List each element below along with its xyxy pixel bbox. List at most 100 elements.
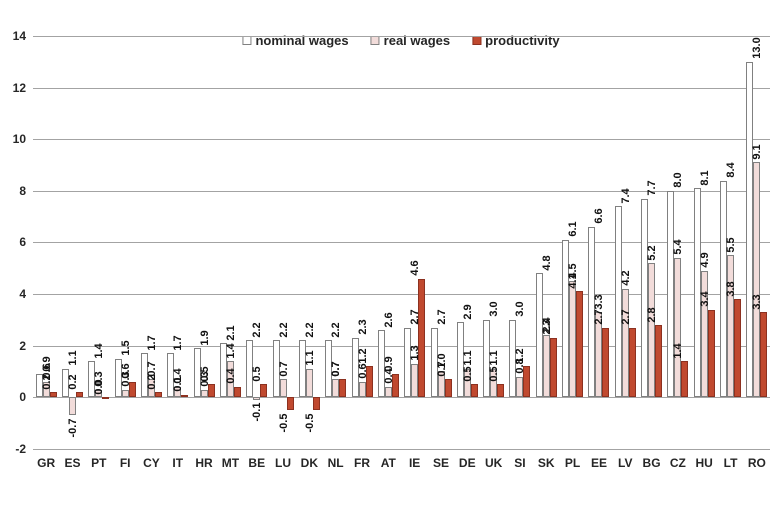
bar-real-wages-GR — [42, 381, 50, 398]
value-label-real-wages-LV: 4.2 — [619, 270, 632, 286]
bar-real-wages-LV — [621, 288, 629, 398]
bar-productivity-BE — [260, 384, 268, 398]
value-label-nominal-wages-RO: 13.0 — [751, 37, 764, 60]
bar-nominal-wages-SI — [509, 319, 517, 398]
x-category-label-NL: NL — [327, 456, 344, 470]
bar-nominal-wages-LT — [720, 180, 727, 398]
bar-real-wages-IE — [411, 363, 419, 398]
value-label-productivity-HR: 0.5 — [198, 366, 211, 382]
plot-area: 0.9 0.6 0.2 1.1 -0.7 0.2 1.4 0.3 0.0 1.5 0.3 0.6 1.7… — [33, 36, 770, 450]
gridline-y-4 — [33, 294, 770, 295]
gridline-y-0 — [33, 397, 770, 399]
value-label-real-wages-BG: 5.2 — [646, 244, 659, 261]
gridline-y-14 — [33, 36, 770, 37]
x-category-label-BE: BE — [248, 456, 266, 470]
bar-productivity-UK — [497, 384, 505, 398]
x-category-label-ES: ES — [64, 456, 81, 470]
bar-productivity-DK — [312, 397, 320, 411]
x-category-label-SI: SI — [514, 456, 526, 470]
bar-real-wages-RO — [753, 162, 761, 398]
bar-productivity-BG — [655, 325, 663, 398]
value-label-productivity-PL: 4.1 — [567, 273, 580, 289]
bar-real-wages-PT — [95, 389, 103, 398]
bar-productivity-LV — [628, 327, 636, 398]
bar-productivity-IT — [181, 394, 189, 398]
bar-real-wages-SE — [437, 371, 445, 398]
bar-nominal-wages-NL — [325, 340, 333, 398]
x-category-label-BG: BG — [642, 456, 661, 470]
y-tick-label-0: 0 — [19, 390, 26, 405]
bar-productivity-SI — [523, 366, 531, 398]
bar-nominal-wages-EE — [588, 226, 596, 398]
value-label-real-wages-EE: 3.3 — [593, 293, 606, 310]
value-label-nominal-wages-HR: 1.9 — [198, 330, 211, 346]
value-label-nominal-wages-LT: 8.4 — [725, 162, 737, 178]
bar-productivity-HR — [207, 384, 215, 398]
bar-nominal-wages-CY — [140, 353, 148, 398]
bar-real-wages-FI — [121, 389, 129, 398]
y-tick-label-4: 4 — [19, 287, 26, 301]
bar-nominal-wages-LV — [614, 206, 622, 398]
value-label-real-wages-RO: 9.1 — [751, 144, 764, 160]
bar-real-wages-LT — [727, 255, 734, 398]
gridline-y-10 — [33, 139, 770, 141]
value-label-nominal-wages-CY: 1.7 — [145, 335, 158, 351]
value-label-productivity-GR: 0.2 — [40, 373, 53, 390]
bar-nominal-wages-DE — [456, 322, 464, 398]
x-category-label-DE: DE — [458, 456, 476, 470]
bar-real-wages-EE — [595, 312, 603, 398]
value-label-nominal-wages-DE: 2.9 — [461, 304, 474, 320]
bar-real-wages-CZ — [674, 257, 682, 398]
x-category-label-FI: FI — [119, 456, 131, 470]
bar-productivity-DE — [470, 384, 478, 398]
y-tick-label--2: -2 — [15, 441, 26, 456]
value-label-productivity-BG: 2.8 — [646, 306, 659, 323]
value-label-productivity-ES: 0.2 — [67, 373, 79, 390]
gridline-y-12 — [33, 87, 770, 89]
gridline-y-6 — [33, 242, 770, 244]
x-category-label-GR: GR — [37, 456, 56, 470]
bar-nominal-wages-IE — [404, 327, 412, 398]
bar-real-wages-ES — [69, 397, 76, 416]
bar-real-wages-AT — [384, 386, 392, 398]
bar-nominal-wages-HR — [193, 348, 201, 398]
value-label-productivity-LV: 2.7 — [619, 309, 632, 325]
value-label-nominal-wages-SK: 4.8 — [540, 255, 553, 271]
bar-nominal-wages-BG — [641, 198, 649, 398]
bar-nominal-wages-FI — [114, 358, 122, 398]
value-label-nominal-wages-BE: 2.2 — [251, 322, 264, 338]
value-label-nominal-wages-FR: 2.3 — [356, 319, 369, 336]
x-category-label-LV: LV — [618, 456, 633, 470]
value-label-real-wages-BE: -0.1 — [251, 402, 264, 422]
value-label-productivity-SE: 0.7 — [435, 360, 448, 377]
value-label-nominal-wages-IT: 1.7 — [172, 335, 185, 351]
x-category-label-CZ: CZ — [669, 456, 686, 470]
gridline-y--2 — [33, 448, 770, 450]
value-label-nominal-wages-PL: 6.1 — [567, 221, 580, 237]
x-category-label-HR: HR — [195, 456, 213, 470]
value-label-nominal-wages-BG: 7.7 — [646, 180, 659, 196]
x-category-label-LU: LU — [275, 456, 292, 470]
x-category-label-SE: SE — [432, 456, 449, 470]
value-label-productivity-DE: 0.5 — [461, 366, 474, 382]
bar-productivity-SK — [549, 337, 557, 398]
bar-productivity-AT — [391, 374, 399, 398]
bar-productivity-NL — [339, 379, 347, 398]
y-tick-label-10: 10 — [12, 132, 26, 147]
bar-nominal-wages-PL — [562, 239, 570, 398]
value-label-productivity-DK: -0.5 — [303, 413, 316, 433]
value-label-productivity-PT: 0.0 — [93, 379, 106, 395]
x-category-label-PL: PL — [564, 456, 581, 470]
gridline-y-8 — [33, 190, 770, 192]
bar-nominal-wages-ES — [62, 368, 69, 398]
value-label-productivity-LU: -0.5 — [277, 413, 290, 433]
bar-nominal-wages-BE — [246, 340, 254, 398]
x-category-label-IT: IT — [172, 456, 184, 470]
value-label-productivity-LT: 3.8 — [725, 281, 737, 297]
bar-nominal-wages-FR — [351, 337, 359, 398]
bar-nominal-wages-HU — [693, 188, 701, 398]
value-label-productivity-BE: 0.5 — [251, 366, 264, 382]
value-label-productivity-EE: 2.7 — [593, 309, 606, 325]
gridline-y-2 — [33, 345, 770, 347]
